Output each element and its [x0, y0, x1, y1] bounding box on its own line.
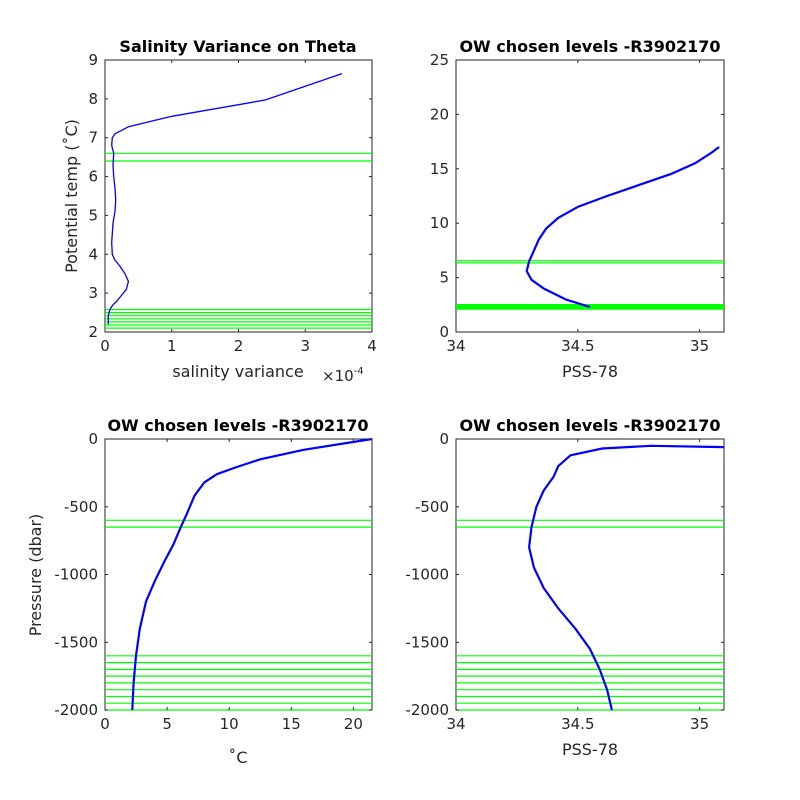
- x-exponent-label: ×10-4: [322, 366, 364, 385]
- x-tick-label: 34: [446, 337, 465, 355]
- axis-ticks: 0 1 2 3 4 2 3 4 5 6 7 8 9: [88, 51, 376, 355]
- level-lines: [105, 152, 372, 329]
- level-lines: [105, 519, 372, 711]
- plot-frame: [104, 438, 373, 711]
- x-tick-label: 0: [100, 715, 110, 733]
- profile-lines: [107, 72, 343, 325]
- axis-ticks: 0 5 10 15 20 -2000 -1500 -1000 -500 0: [54, 430, 372, 733]
- chart-title: OW chosen levels -R3902170: [459, 37, 720, 56]
- x-tick-label: 34: [446, 715, 465, 733]
- y-tick-label: 8: [88, 90, 98, 108]
- y-tick-label: -1000: [54, 566, 98, 584]
- panel-theta-salinity: 34 34.5 35 0 5 10 15 20 25 OW chosen levels -R39…: [430, 37, 725, 381]
- plot-frame: [455, 59, 725, 333]
- x-tick-label: 35: [690, 337, 709, 355]
- axis-ticks: 34 34.5 35 0 5 10 15 20 25: [430, 51, 724, 355]
- y-tick-label: -1500: [405, 633, 449, 651]
- profile-line: [131, 437, 373, 711]
- chart-title: OW chosen levels -R3902170: [107, 416, 368, 435]
- profile-lines: [527, 444, 725, 711]
- profile-lines: [131, 437, 373, 711]
- y-tick-label: 5: [88, 206, 98, 224]
- y-axis-label: Pressure (dbar): [26, 514, 45, 637]
- profile-lines: [525, 146, 720, 309]
- y-tick-label: 10: [430, 214, 449, 232]
- panel-pressure-salinity: 34 34.5 35 -2000 -1500 -1000 -500 0 OW chosen l…: [405, 416, 725, 759]
- x-axis-label: ˚C: [228, 748, 247, 767]
- x-tick-label: 34.5: [561, 715, 594, 733]
- x-axis-label: salinity variance: [172, 362, 303, 381]
- y-tick-label: -2000: [54, 701, 98, 719]
- y-tick-label: 9: [88, 51, 98, 69]
- x-tick-label: 34.5: [561, 337, 594, 355]
- x-tick-label: 3: [301, 337, 311, 355]
- plot-frame: [104, 59, 373, 333]
- x-axis-label: PSS-78: [562, 362, 618, 381]
- panel-pressure-temperature: 0 5 10 15 20 -2000 -1500 -1000 -500 0 OW chosen l…: [26, 416, 373, 767]
- panel-salinity-variance: 0 1 2 3 4 2 3 4 5 6 7 8 9 Salinity Variance on Theta…: [62, 37, 377, 385]
- y-tick-label: 20: [430, 105, 449, 123]
- x-tick-label: 35: [690, 715, 709, 733]
- x-axis-label: PSS-78: [562, 740, 618, 759]
- x-tick-label: 5: [162, 715, 172, 733]
- axis-ticks: 34 34.5 35 -2000 -1500 -1000 -500 0: [405, 430, 724, 733]
- plot-frame: [455, 438, 725, 711]
- y-tick-label: 7: [88, 129, 98, 147]
- y-tick-label: 5: [439, 269, 449, 287]
- y-tick-label: 2: [88, 323, 98, 341]
- profile-line: [525, 146, 720, 309]
- y-tick-label: 25: [430, 51, 449, 69]
- y-axis-label: Potential temp (˚C): [62, 119, 81, 273]
- x-tick-label: 10: [220, 715, 239, 733]
- level-lines: [456, 519, 724, 711]
- y-tick-label: 15: [430, 160, 449, 178]
- chart-title: OW chosen levels -R3902170: [459, 416, 720, 435]
- x-tick-label: 15: [282, 715, 301, 733]
- chart-title: Salinity Variance on Theta: [119, 37, 356, 56]
- x-tick-label: 2: [234, 337, 244, 355]
- y-tick-label: 6: [88, 168, 98, 186]
- y-tick-label: 4: [88, 245, 98, 263]
- y-tick-label: 0: [439, 430, 449, 448]
- y-tick-label: 0: [88, 430, 98, 448]
- y-tick-label: -1500: [54, 633, 98, 651]
- y-tick-label: -2000: [405, 701, 449, 719]
- x-tick-label: 1: [167, 337, 177, 355]
- x-tick-label: 4: [367, 337, 377, 355]
- y-tick-label: -500: [415, 498, 449, 516]
- y-tick-label: 3: [88, 284, 98, 302]
- profile-line: [527, 444, 725, 711]
- y-tick-label: -1000: [405, 566, 449, 584]
- x-tick-label: 0: [100, 337, 110, 355]
- x-tick-label: 20: [344, 715, 363, 733]
- profile-line: [107, 72, 343, 325]
- y-tick-label: -500: [64, 498, 98, 516]
- y-tick-label: 0: [439, 323, 449, 341]
